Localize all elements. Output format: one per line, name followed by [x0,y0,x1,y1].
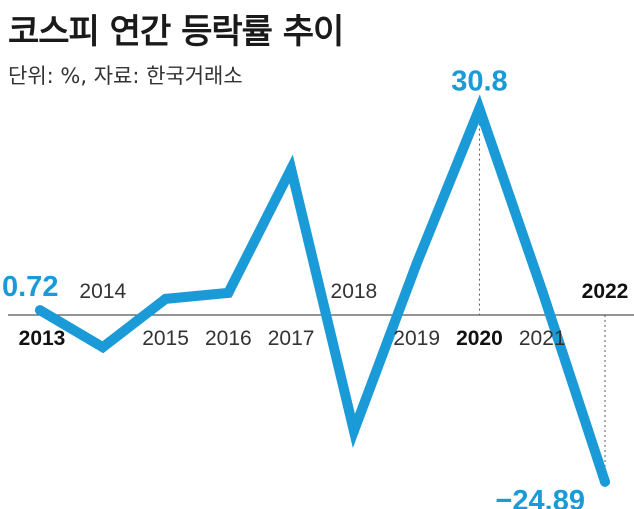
x-tick-2016: 2016 [205,327,252,350]
x-tick-2020: 2020 [456,327,503,350]
x-tick-2021: 2021 [519,327,566,350]
data-point-2017 [286,163,297,174]
value-label-2013: 0.72 [2,271,58,303]
value-label-2022: −24.89 [495,485,585,509]
x-tick-2014: 2014 [79,280,126,303]
data-point-2013 [35,305,45,316]
data-point-2020 [474,103,485,114]
data-point-2018 [348,425,359,436]
data-point-2019 [411,258,422,269]
series-line [35,94,610,487]
x-tick-2013: 2013 [19,327,66,350]
x-tick-2019: 2019 [393,327,440,350]
data-point-2015 [160,293,171,304]
chart-title: 코스피 연간 등락률 추이 [8,12,344,52]
data-point-2021 [537,285,548,296]
x-tick-2015: 2015 [142,327,189,350]
data-point-2022 [600,476,610,487]
x-tick-2017: 2017 [268,327,315,350]
data-point-2016 [223,287,234,298]
x-tick-2018: 2018 [331,280,378,303]
value-label-2020: 30.8 [451,66,507,98]
data-point-2014 [97,342,108,353]
chart-subtitle: 단위: %, 자료: 한국거래소 [8,64,243,88]
x-tick-2022: 2022 [582,280,629,303]
